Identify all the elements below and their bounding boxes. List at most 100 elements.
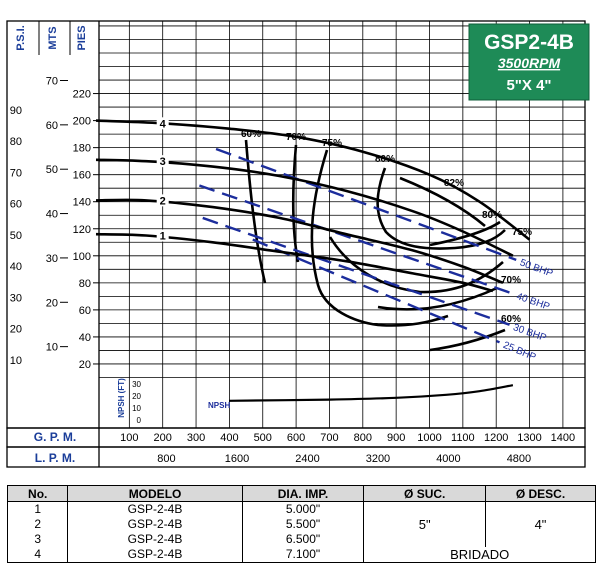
psi-tick-label: 90 xyxy=(10,105,22,117)
gpm-tick-label: 1300 xyxy=(517,432,541,444)
rpm-label: 3500RPM xyxy=(498,55,561,71)
gpm-tick-label: 900 xyxy=(387,432,405,444)
psi-tick-label: 20 xyxy=(10,324,22,336)
axis-headers: P.S.I. MTS PIES xyxy=(15,25,88,50)
head-curve-label: 2 xyxy=(160,195,166,207)
table-row: 2 GSP-2-4B 5.500" xyxy=(6,517,596,532)
lpm-tick-label: 4800 xyxy=(507,453,531,465)
gpm-tick-label: 200 xyxy=(154,432,172,444)
cell-no: 4 xyxy=(6,547,69,563)
mts-tick-label: 70 xyxy=(46,75,58,87)
cell-dia: 6.500" xyxy=(241,532,365,547)
head-curve-label-bg xyxy=(156,117,169,130)
gpm-tick-label: 1400 xyxy=(551,432,575,444)
cell-suction: 5" xyxy=(363,501,487,547)
lpm-tick-label: 4000 xyxy=(436,453,460,465)
psi-tick-label: 60 xyxy=(10,199,22,211)
cell-dia: 5.500" xyxy=(241,517,365,532)
efficiency-curve xyxy=(291,144,300,263)
lpm-tick-label: 2400 xyxy=(295,453,319,465)
npsh-tick-label: 30 xyxy=(132,380,141,389)
cell-model: GSP-2-4B xyxy=(67,517,243,532)
pies-tick-label: 60 xyxy=(79,305,91,317)
gpm-tick-label: 600 xyxy=(287,432,305,444)
efficiency-curve xyxy=(399,176,486,227)
gpm-axis-label: G. P. M. xyxy=(34,430,76,444)
mts-tick-label: 40 xyxy=(46,209,58,221)
pies-tick-label: 80 xyxy=(79,278,91,290)
cell-no: 2 xyxy=(6,517,69,532)
mts-tick-label: 60 xyxy=(46,120,58,132)
bhp-line xyxy=(198,184,514,295)
pump-performance-chart: P.S.I. MTS PIES 204060801001201401601802… xyxy=(6,20,590,468)
mts-tick-label: 10 xyxy=(46,342,58,354)
gpm-tick-label: 700 xyxy=(320,432,338,444)
lpm-band xyxy=(6,446,586,468)
head-curve-2 xyxy=(95,198,504,285)
cell-model: GSP-2-4B xyxy=(67,547,243,563)
psi-axis-header: P.S.I. xyxy=(15,25,27,50)
gpm-tick-label: 400 xyxy=(220,432,238,444)
header-discharge: Ø DESC. xyxy=(485,485,596,502)
size-label: 5"X 4" xyxy=(506,77,551,94)
bhp-line xyxy=(215,147,517,261)
gpm-tick-label: 800 xyxy=(354,432,372,444)
efficiency-curve xyxy=(310,149,449,327)
bhp-label: 50 BHP xyxy=(518,257,554,279)
gpm-tick-label: 1100 xyxy=(451,432,475,444)
header-suction: Ø SUC. xyxy=(363,485,487,502)
lpm-tick-label: 800 xyxy=(157,453,175,465)
head-curve-label: 3 xyxy=(160,156,166,168)
head-curve-label-bg xyxy=(156,155,169,168)
cell-connection: BRIDADO xyxy=(363,547,596,563)
psi-tick-label: 30 xyxy=(10,292,22,304)
pies-tick-label: 160 xyxy=(73,170,91,182)
header-model: MODELO xyxy=(67,485,243,502)
mts-tick-label: 20 xyxy=(46,297,58,309)
npsh-axis-label: NPSH (FT) xyxy=(117,378,126,418)
lpm-axis-label: L. P. M. xyxy=(35,451,75,465)
cell-discharge: 4" xyxy=(485,501,596,547)
efficiency-label: 70% xyxy=(501,275,521,286)
gpm-tick-label: 100 xyxy=(120,432,138,444)
efficiency-curve xyxy=(429,328,506,352)
npsh-tick-label: 20 xyxy=(132,392,141,401)
gpm-tick-label: 500 xyxy=(254,432,272,444)
efficiency-curve xyxy=(377,286,498,311)
efficiency-label: 60% xyxy=(241,129,261,140)
tick-labels: 2040608010012014016018020022010203040506… xyxy=(10,75,575,465)
pies-axis-header: PIES xyxy=(76,25,88,50)
gpm-tick-label: 300 xyxy=(187,432,205,444)
head-capacity-curves: 1 2 3 4 xyxy=(95,117,531,293)
efficiency-label: 80% xyxy=(482,210,502,221)
cell-dia: 5.000" xyxy=(241,501,365,517)
pies-tick-label: 140 xyxy=(73,197,91,209)
cell-no: 1 xyxy=(6,501,69,517)
pies-tick-label: 180 xyxy=(73,143,91,155)
mts-tick-label: 50 xyxy=(46,164,58,176)
table-row: 3 GSP-2-4B 6.500" xyxy=(6,532,596,547)
npsh-tick-label: 0 xyxy=(137,416,142,425)
model-title: GSP2-4B xyxy=(484,31,574,54)
table-header-row: No. MODELO DIA. IMP. Ø SUC. Ø DESC. xyxy=(6,485,596,502)
pies-tick-label: 120 xyxy=(73,224,91,236)
header-dia: DIA. IMP. xyxy=(241,485,365,502)
table-row: 1 GSP-2-4B 5.000" 5" 4" xyxy=(6,501,596,547)
cell-model: GSP-2-4B xyxy=(67,532,243,547)
pies-tick-label: 100 xyxy=(73,251,91,263)
psi-tick-label: 50 xyxy=(10,230,22,242)
head-curve-label: 1 xyxy=(160,231,166,243)
head-curve-label: 4 xyxy=(160,118,167,130)
cell-no: 3 xyxy=(6,532,69,547)
bhp-line xyxy=(202,216,510,326)
mts-tick-label: 30 xyxy=(46,253,58,265)
gpm-tick-label: 1000 xyxy=(417,432,441,444)
lpm-tick-label: 3200 xyxy=(366,453,390,465)
title-box-bg xyxy=(468,23,590,101)
npsh-curve xyxy=(229,384,514,402)
pies-tick-label: 40 xyxy=(79,332,91,344)
lpm-tick-label: 1600 xyxy=(225,453,249,465)
chart-frame xyxy=(6,20,586,468)
efficiency-label: 60% xyxy=(501,314,521,325)
mts-axis-header: MTS xyxy=(47,26,59,49)
